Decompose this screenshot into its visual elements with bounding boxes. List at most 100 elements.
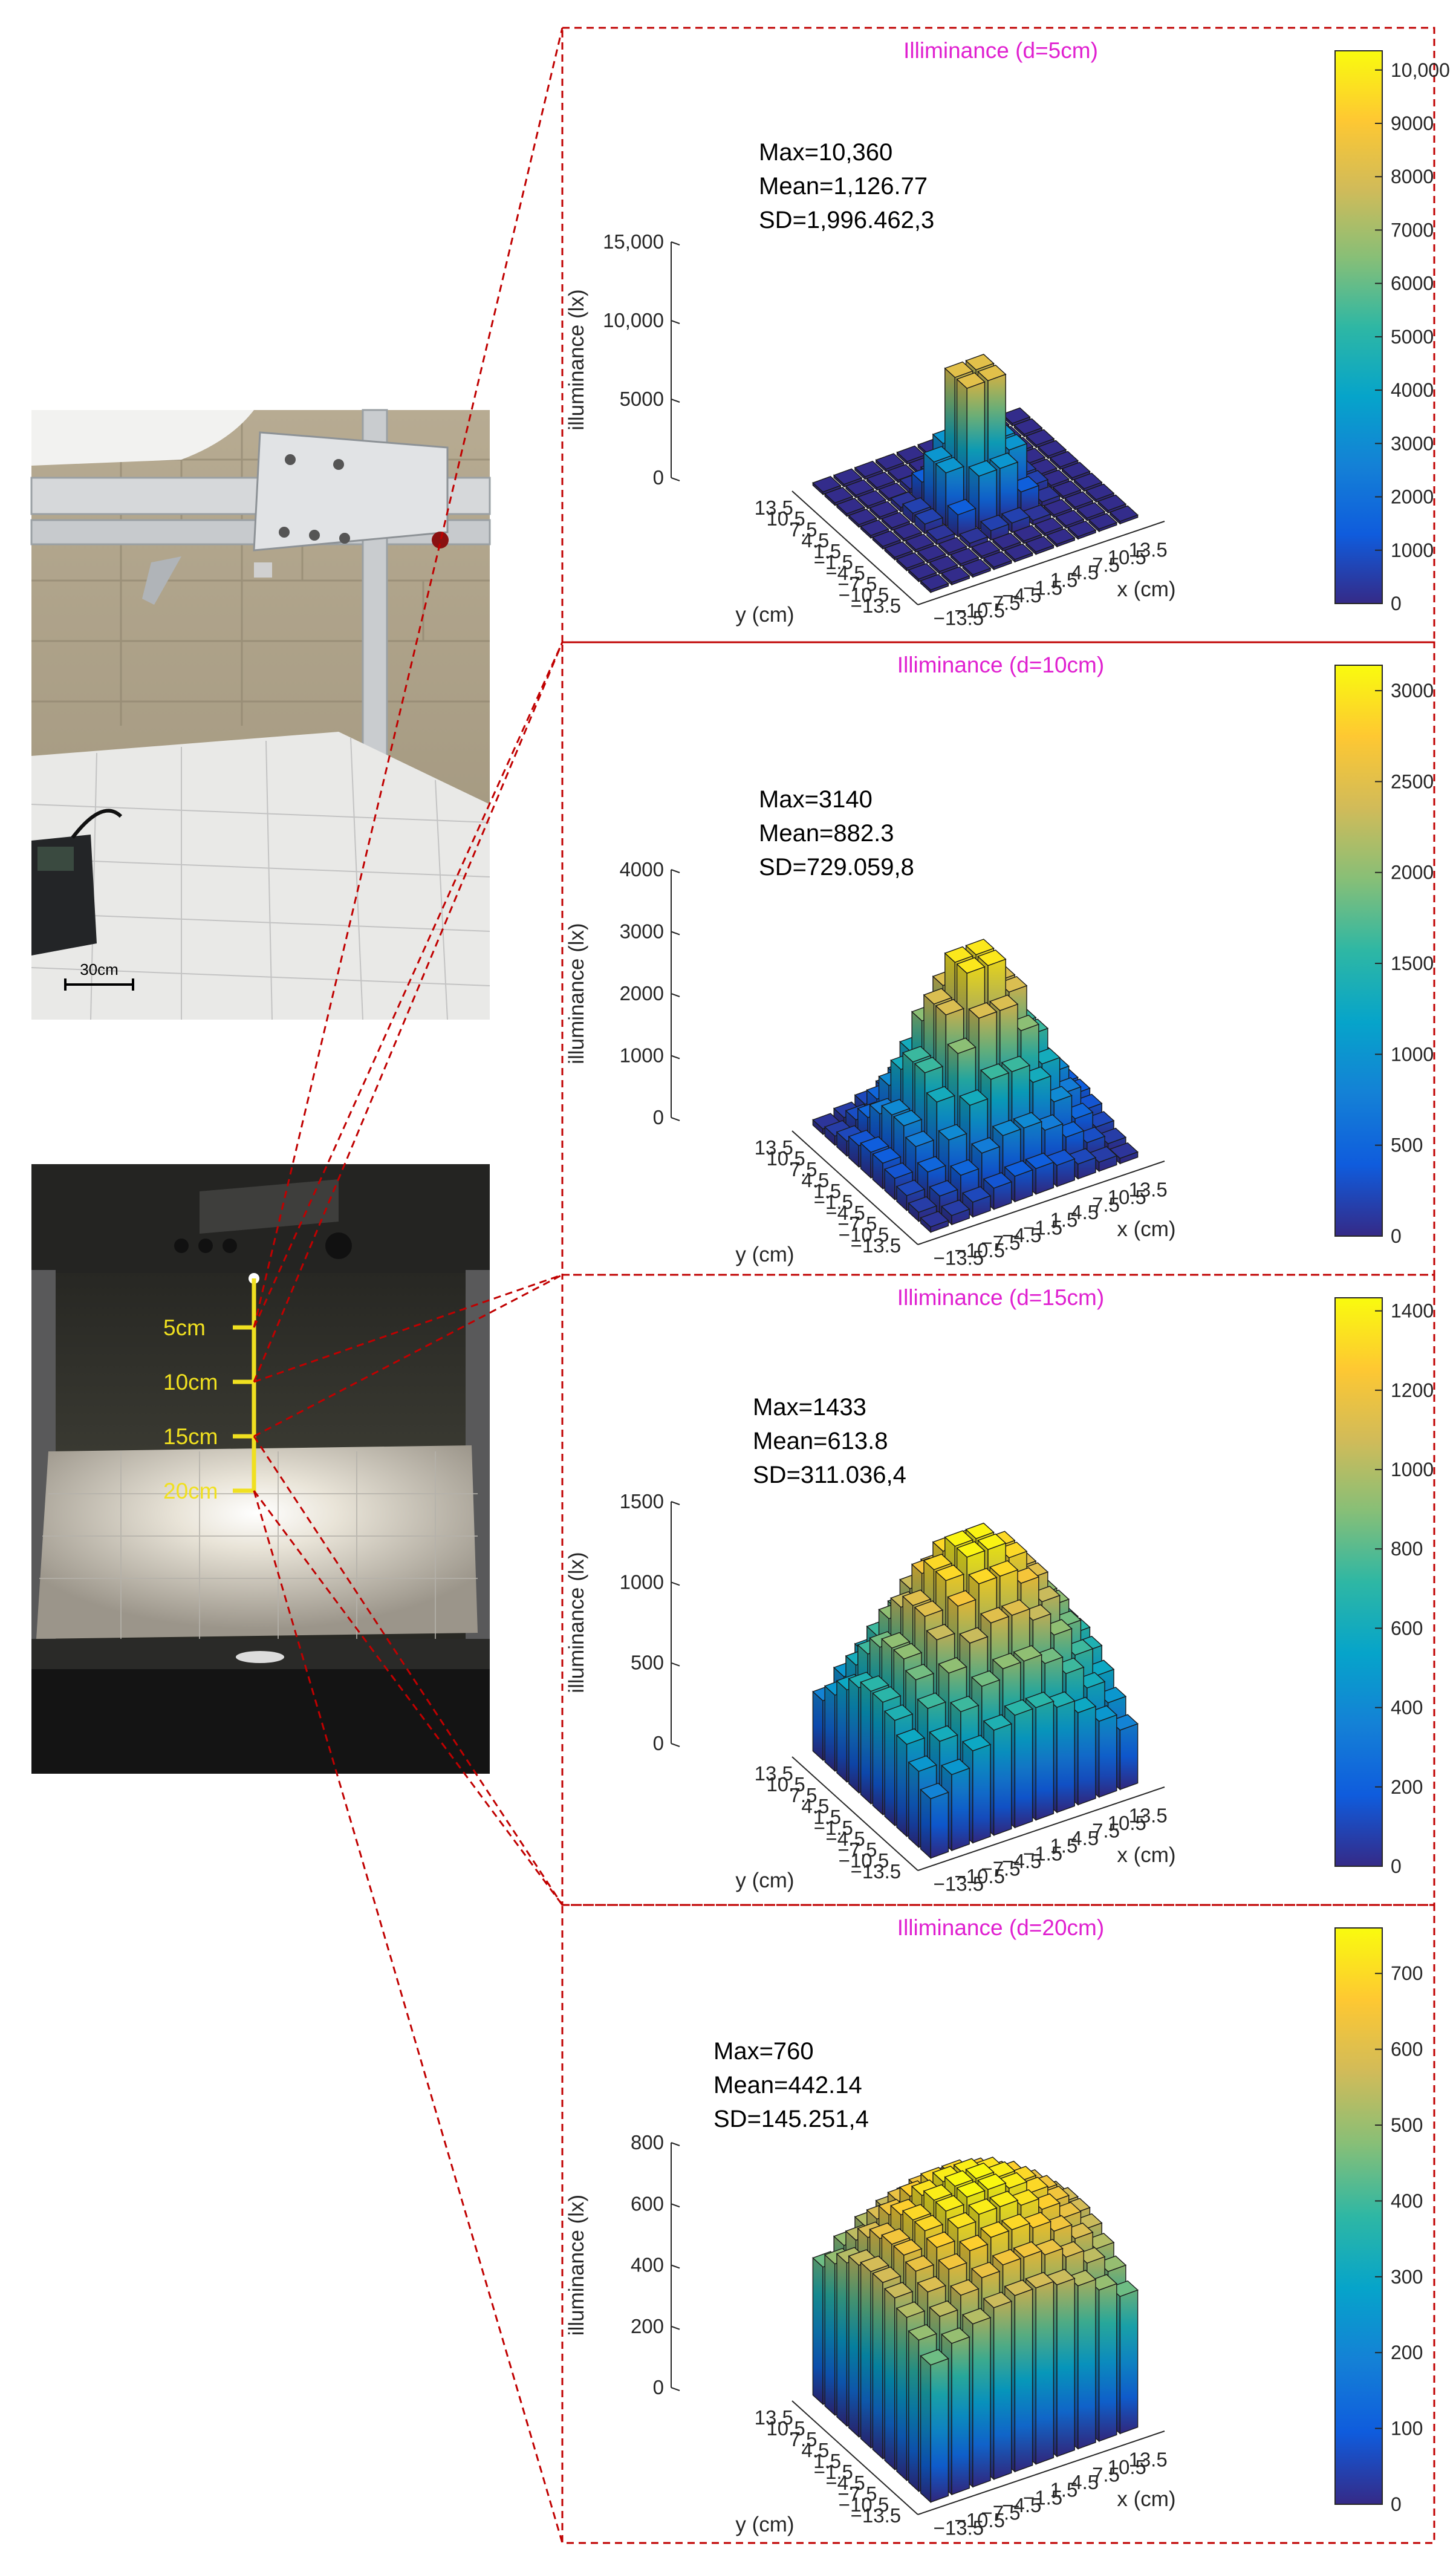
bars [812, 1522, 1139, 1860]
y-tick-label: 13.5 [755, 496, 793, 519]
bar [883, 541, 914, 561]
bar-top [977, 949, 1007, 966]
bar-top [920, 2349, 949, 2366]
bar-top [902, 1046, 932, 1063]
bar [875, 453, 905, 473]
y-tick-label: 10.5 [766, 1147, 805, 1170]
bar-top [935, 998, 964, 1016]
bar-side [812, 2257, 824, 2406]
bar-top [968, 1568, 998, 1584]
colorbar-tick-label: 1000 [1391, 1043, 1434, 1065]
x-tick-label: 1.5 [1050, 1835, 1077, 1857]
bar-top [941, 2327, 970, 2344]
bar [970, 540, 1001, 560]
bar-top [961, 558, 992, 576]
bar-front [1056, 2277, 1075, 2457]
bar [872, 530, 902, 550]
bar [1061, 461, 1091, 481]
bar-top [983, 551, 1013, 568]
bar-side [920, 2355, 931, 2504]
z-tick-label: 1000 [620, 1044, 664, 1067]
bar-top [917, 544, 946, 561]
z-tick [671, 2264, 680, 2269]
y-tick-label: −7.5 [837, 573, 877, 595]
colorbar-tick-label: 400 [1391, 1697, 1423, 1719]
colorbar-gradient [1334, 50, 1383, 604]
bar [1013, 525, 1042, 545]
y-tick-label: 4.5 [801, 1795, 829, 1817]
bar-top [1013, 418, 1043, 435]
bar-top [917, 2276, 946, 2293]
chart-d15: Illiminance (d=15cm) 0 500 1000 1500 illumina… [565, 1285, 1434, 1895]
bar [860, 519, 889, 539]
bar-top [881, 512, 911, 529]
colorbar-tick-label: 8000 [1391, 166, 1434, 187]
bar-top [836, 498, 866, 515]
x-tick-label: −1.5 [1023, 576, 1062, 599]
x-tick-label: 13.5 [1128, 538, 1167, 561]
bar [920, 574, 949, 594]
bar [892, 523, 923, 542]
bar-top [977, 365, 1007, 382]
bar-top [929, 2300, 958, 2317]
chart-title: Illiminance (d=5cm) [903, 38, 1098, 63]
y-tick-label: 10.5 [766, 507, 805, 530]
bar-top [860, 1136, 889, 1153]
bar-top [902, 497, 932, 514]
bar-top [941, 1199, 970, 1216]
bar [1043, 498, 1073, 518]
colorbar: 0 500 1000 1500 2000 2500 3000 [1334, 665, 1434, 1247]
bar-top [892, 1642, 923, 1660]
bar-top [845, 479, 875, 496]
x-tick-label: 1.5 [1050, 1209, 1077, 1231]
y-tick-label: 1.5 [813, 1180, 841, 1202]
z-tick-label: 0 [653, 1106, 664, 1128]
bar-top [1001, 2213, 1031, 2230]
bar [1076, 502, 1106, 522]
bar-side [836, 1679, 848, 1783]
bar-front [951, 2336, 970, 2495]
connector-lines [253, 27, 564, 2544]
x-tick-label: −7.5 [981, 2502, 1020, 2524]
bar [866, 471, 895, 491]
bar-top [980, 1063, 1010, 1080]
bar-top [938, 1124, 967, 1141]
x-tick-label: 4.5 [1071, 1201, 1099, 1223]
bar [1097, 494, 1127, 514]
x-axis-line [917, 2430, 1165, 2515]
bar-top [992, 2248, 1022, 2266]
y-tick-label: 4.5 [801, 2439, 829, 2461]
bar-top [970, 1670, 1001, 1687]
bar-top [989, 994, 1019, 1011]
bar-side [884, 2288, 895, 2471]
x-tick-label: −10.5 [954, 1865, 1005, 1887]
bar-top [854, 460, 884, 478]
bar [950, 547, 980, 567]
bar-top [935, 457, 964, 474]
y-tick-label: 13.5 [755, 1762, 793, 1785]
colorbar-tick-label: 0 [1391, 2493, 1402, 2515]
bar-front [930, 2358, 949, 2503]
colorbar-tick-label: 1400 [1391, 1300, 1434, 1322]
x-tick-label: 13.5 [1128, 1804, 1167, 1826]
bar-top [1013, 1645, 1042, 1662]
x-axis-line [917, 521, 1165, 605]
bar-top [947, 2212, 977, 2229]
colorbar-tick-label: 200 [1391, 2342, 1423, 2363]
bar-top [883, 1162, 914, 1179]
bar-top [1046, 528, 1076, 545]
x-tick-label: −7.5 [981, 592, 1020, 614]
z-tick [671, 2203, 680, 2208]
y-axis-label: y (cm) [735, 1869, 794, 1892]
z-tick-label: 10,000 [603, 309, 664, 331]
chart-title: Illiminance (d=20cm) [897, 1915, 1104, 1940]
y-axis-label: y (cm) [735, 603, 794, 627]
y-tick-label: −1.5 [814, 2461, 853, 2483]
stats: Max=10,360 Mean=1,126.77 SD=1,996.462,3 [759, 139, 934, 233]
bar [920, 2349, 949, 2504]
bar-top [1076, 502, 1106, 519]
z-tick-label: 3000 [620, 920, 664, 943]
x-tick-label: −4.5 [1002, 1850, 1041, 1872]
y-tick-label: −4.5 [826, 1202, 865, 1224]
